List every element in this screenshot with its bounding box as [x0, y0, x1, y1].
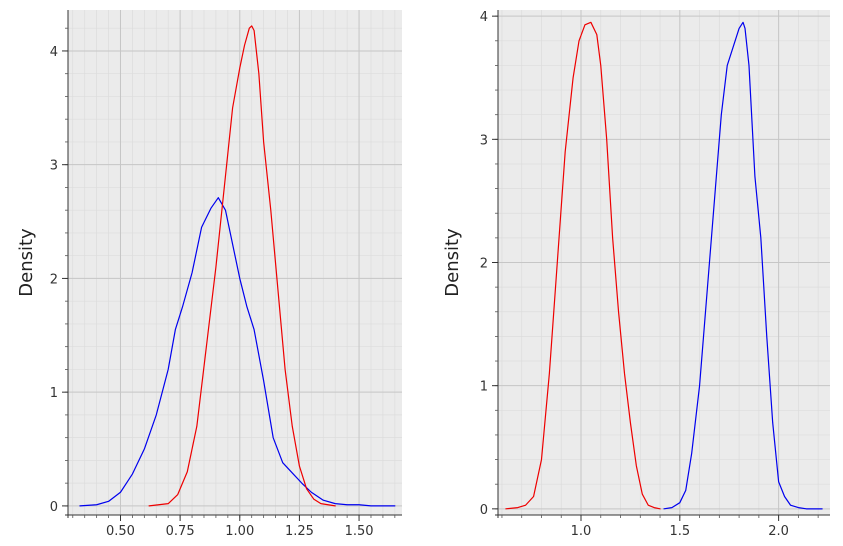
- y-tick-label: 0: [50, 500, 58, 515]
- y-tick-label: 2: [480, 257, 488, 272]
- left-density-panel: 0.50 0.75 1.00 1.25 1.50 0 1 2 3 4 Density: [16, 10, 402, 539]
- right-density-panel: 1.0 1.5 2.0 0 1 2 3 4 Density: [442, 10, 830, 539]
- y-axis-label: Density: [16, 228, 37, 297]
- x-tick-label: 1.25: [285, 524, 314, 539]
- density-curve-2: [148, 25, 336, 507]
- y-tick-label: 2: [50, 272, 58, 287]
- x-tick-label: 1.50: [345, 524, 374, 539]
- y-axis-label: Density: [442, 228, 463, 297]
- density-curve-1: [505, 21, 661, 510]
- x-tick-label: 0.75: [166, 524, 195, 539]
- y-tick-label: 1: [480, 380, 488, 395]
- x-tick-label: 2.0: [768, 524, 789, 539]
- y-tick-label: 0: [480, 503, 488, 518]
- y-tick-label: 1: [50, 386, 58, 401]
- y-tick-label: 3: [480, 133, 488, 148]
- x-tick-label: 1.5: [669, 524, 690, 539]
- plot-background: [68, 10, 402, 515]
- x-tick-label: 1.0: [571, 524, 592, 539]
- y-tick-label: 3: [50, 159, 58, 174]
- density-curve-1: [79, 197, 396, 507]
- x-tick-label: 1.00: [225, 524, 254, 539]
- x-tick-label: 0.50: [106, 524, 135, 539]
- y-tick-label: 4: [480, 10, 488, 25]
- y-tick-label: 4: [50, 45, 58, 60]
- grid: [498, 10, 830, 515]
- density-curve-2: [663, 21, 823, 510]
